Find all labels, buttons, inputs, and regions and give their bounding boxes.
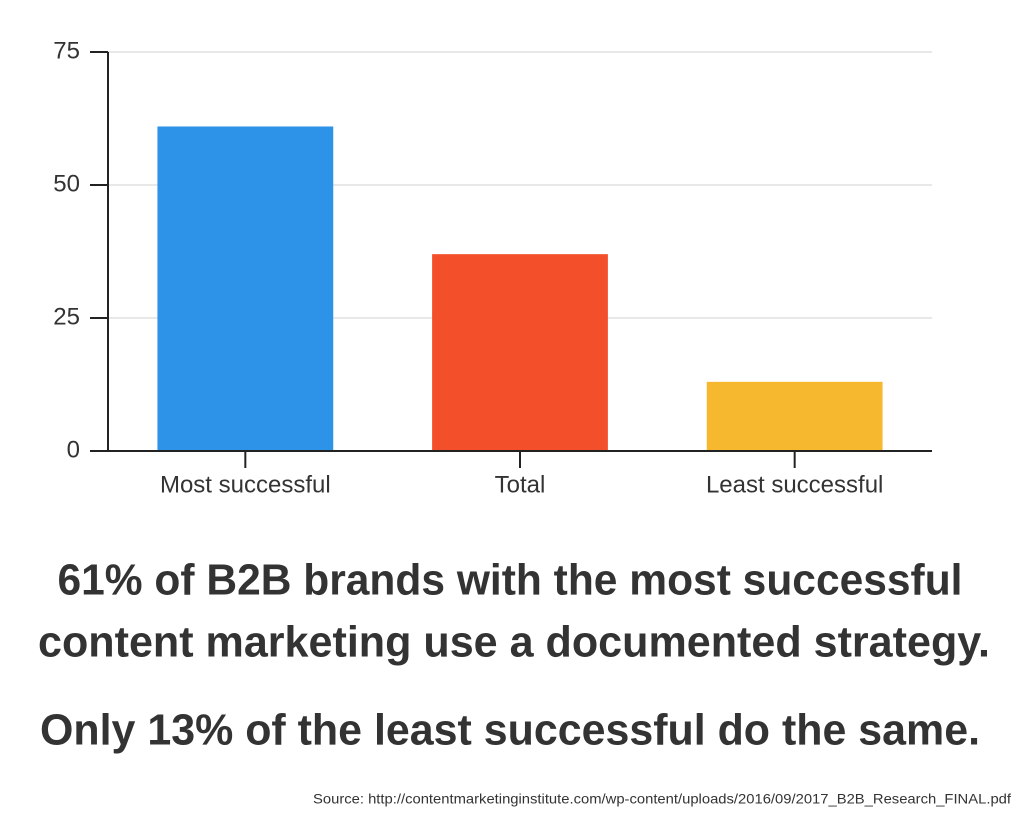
y-tick-label: 75 — [53, 37, 80, 64]
y-tick-label: 50 — [53, 170, 80, 197]
x-tick-label: Total — [495, 471, 546, 498]
y-tick-label: 0 — [67, 436, 80, 463]
annotation: Only 13% of the least successful do the … — [40, 706, 980, 755]
annotation: content marketing use a documented strat… — [38, 618, 990, 667]
y-tick-label: 25 — [53, 303, 80, 330]
x-tick-label: Most successful — [160, 471, 331, 498]
annotation: 61% of B2B brands with the most successf… — [58, 556, 963, 605]
bar — [432, 254, 608, 451]
bar — [157, 126, 334, 451]
bar — [706, 381, 883, 451]
source: Source: http://contentmarketinginstitute… — [313, 791, 1011, 807]
x-tick-label: Least successful — [706, 471, 883, 498]
